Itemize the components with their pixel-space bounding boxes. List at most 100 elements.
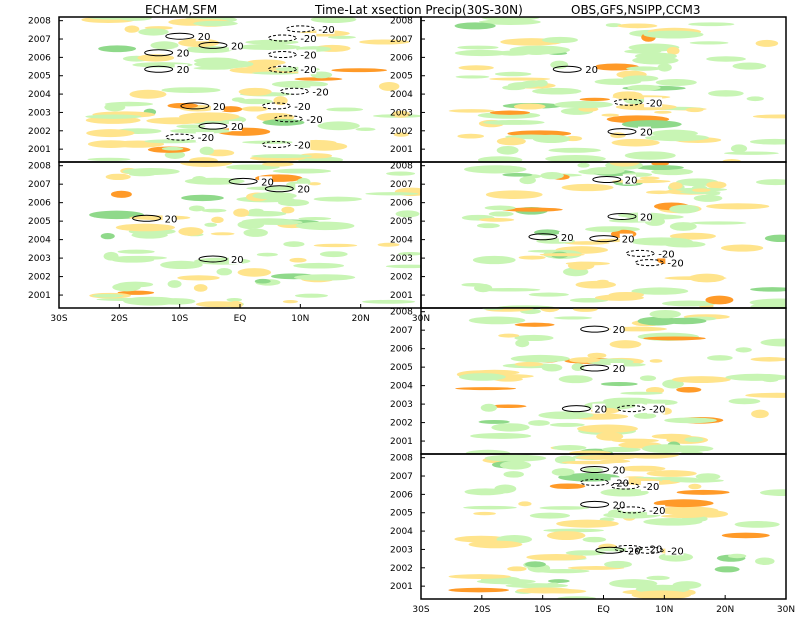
contour-label: 20 bbox=[231, 41, 244, 52]
negative-anomaly bbox=[273, 96, 288, 106]
positive-anomaly bbox=[262, 119, 305, 126]
positive-anomaly bbox=[558, 473, 620, 482]
positive-anomaly bbox=[725, 373, 786, 381]
title-left: ECHAM,SFM bbox=[145, 3, 218, 17]
positive-anomaly bbox=[283, 241, 305, 247]
positive-anomaly bbox=[481, 17, 540, 21]
anomaly-shading bbox=[461, 162, 786, 308]
negative-anomaly bbox=[651, 162, 669, 166]
negative-anomaly bbox=[210, 232, 235, 236]
contour-label-bg bbox=[610, 362, 624, 373]
y-tick-label: 2005 bbox=[28, 72, 51, 82]
contour-label: 20 bbox=[613, 466, 626, 477]
contour-label: -20 bbox=[300, 65, 316, 76]
negative-anomaly bbox=[669, 232, 717, 240]
panel-gfs: 20 20 20 -20 20 -20 2001 2002 2003 2004 2005 2006 20… bbox=[390, 161, 787, 309]
positive-anomaly bbox=[85, 114, 142, 119]
negative-anomaly bbox=[219, 106, 243, 113]
x-tick-label: EQ bbox=[234, 314, 247, 324]
y-tick-label: 2005 bbox=[390, 363, 413, 373]
x-tick-label: 20S bbox=[111, 314, 128, 324]
contour-label: -20 bbox=[646, 98, 662, 109]
contour-line bbox=[528, 233, 558, 241]
negative-anomaly bbox=[489, 110, 531, 115]
x-tick-label: EQ bbox=[597, 605, 610, 615]
negative-anomaly bbox=[478, 217, 515, 222]
negative-anomaly bbox=[575, 454, 637, 460]
negative-anomaly bbox=[489, 404, 527, 409]
title-center: Time-Lat xsection Precip(30S-30N) bbox=[315, 3, 523, 17]
y-tick-label: 2008 bbox=[390, 162, 413, 172]
positive-anomaly bbox=[326, 107, 364, 112]
positive-anomaly bbox=[89, 210, 144, 220]
positive-anomaly bbox=[604, 560, 632, 568]
positive-anomaly bbox=[655, 79, 697, 86]
contour-line bbox=[607, 212, 637, 220]
positive-anomaly bbox=[295, 221, 355, 231]
panel-obs: 20 -20 20 2001 2002 2003 2004 2005 2006 2007 2008 bbox=[390, 16, 787, 163]
positive-anomaly bbox=[472, 255, 516, 265]
positive-anomaly bbox=[596, 226, 622, 233]
contour-label: 20 bbox=[297, 185, 310, 196]
negative-anomaly bbox=[86, 129, 135, 138]
negative-anomaly bbox=[651, 433, 692, 440]
positive-anomaly bbox=[538, 411, 594, 420]
negative-anomaly bbox=[378, 81, 400, 91]
positive-anomaly bbox=[684, 437, 704, 443]
y-tick-label: 2006 bbox=[390, 199, 413, 209]
negative-anomaly bbox=[660, 514, 705, 519]
negative-anomaly bbox=[622, 454, 680, 459]
positive-anomaly bbox=[455, 75, 490, 79]
negative-anomaly bbox=[596, 432, 624, 441]
y-tick-label: 2002 bbox=[390, 564, 413, 574]
contour-label: -20 bbox=[649, 405, 665, 416]
contour-line bbox=[616, 405, 646, 413]
positive-anomaly bbox=[635, 165, 684, 171]
negative-anomaly bbox=[645, 190, 672, 195]
negative-anomaly bbox=[281, 206, 295, 214]
contour-label-bg bbox=[295, 183, 309, 194]
contour-line bbox=[198, 122, 228, 130]
negative-anomaly bbox=[706, 181, 727, 189]
negative-anomaly bbox=[514, 361, 544, 367]
contour-label: -20 bbox=[300, 51, 316, 62]
contour-label-bg bbox=[316, 23, 335, 34]
y-tick-label: 2001 bbox=[390, 437, 413, 447]
contour-line bbox=[144, 65, 174, 73]
positive-anomaly bbox=[484, 454, 547, 462]
positive-anomaly bbox=[641, 444, 690, 454]
positive-anomaly bbox=[465, 449, 511, 454]
negative-anomaly bbox=[448, 574, 511, 579]
y-tick-label: 2008 bbox=[28, 17, 51, 27]
y-tick-label: 2002 bbox=[390, 273, 413, 283]
positive-anomaly bbox=[494, 71, 532, 77]
contour-line bbox=[267, 34, 297, 42]
positive-anomaly bbox=[600, 488, 649, 497]
contour-line bbox=[625, 249, 655, 257]
contour-label-bg bbox=[228, 40, 242, 51]
positive-anomaly bbox=[216, 267, 233, 276]
negative-anomaly bbox=[668, 182, 683, 190]
positive-anomaly bbox=[651, 168, 694, 176]
positive-anomaly bbox=[502, 172, 533, 177]
negative-anomaly bbox=[473, 511, 496, 516]
positive-anomaly bbox=[204, 222, 218, 227]
positive-anomaly bbox=[550, 60, 569, 69]
negative-anomaly bbox=[359, 39, 410, 45]
negative-anomaly bbox=[721, 532, 770, 539]
negative-anomaly bbox=[641, 592, 670, 598]
positive-anomaly bbox=[477, 288, 541, 292]
negative-anomaly bbox=[233, 208, 250, 217]
positive-anomaly bbox=[503, 471, 524, 478]
positive-anomaly bbox=[708, 90, 744, 97]
negative-anomaly bbox=[146, 117, 206, 125]
positive-anomaly bbox=[734, 520, 780, 528]
positive-anomaly bbox=[714, 566, 740, 573]
positive-anomaly bbox=[622, 75, 659, 82]
negative-anomaly bbox=[601, 113, 620, 117]
positive-anomaly bbox=[483, 119, 545, 125]
contour-line bbox=[613, 98, 643, 106]
contour-line bbox=[198, 41, 228, 49]
positive-anomaly bbox=[488, 211, 514, 217]
negative-anomaly bbox=[568, 450, 612, 454]
